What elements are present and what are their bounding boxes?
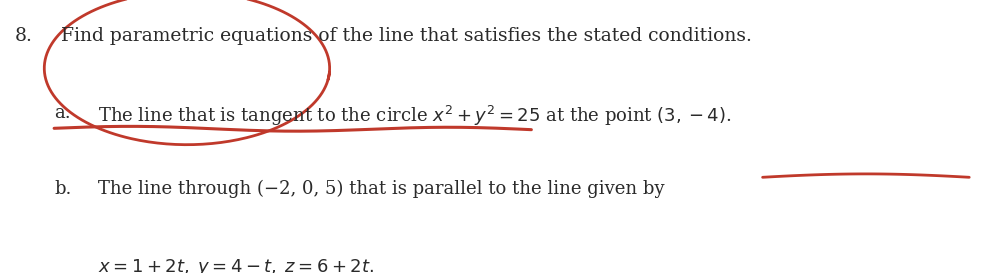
Text: b.: b. <box>54 180 72 198</box>
Text: Find parametric equations of the line that satisfies the stated conditions.: Find parametric equations of the line th… <box>61 27 752 45</box>
Text: 8.: 8. <box>15 27 32 45</box>
Text: $x = 1 + 2t, \; y = 4 - t, \; z = 6 + 2t.$: $x = 1 + 2t, \; y = 4 - t, \; z = 6 + 2t… <box>98 257 375 273</box>
Text: The line that is tangent to the circle $x^2 + y^2 = 25$ at the point $(3, -4)$.: The line that is tangent to the circle $… <box>98 104 732 128</box>
Text: a.: a. <box>54 104 71 122</box>
Text: The line through (−2, 0, 5) that is parallel to the line given by: The line through (−2, 0, 5) that is para… <box>98 180 665 198</box>
